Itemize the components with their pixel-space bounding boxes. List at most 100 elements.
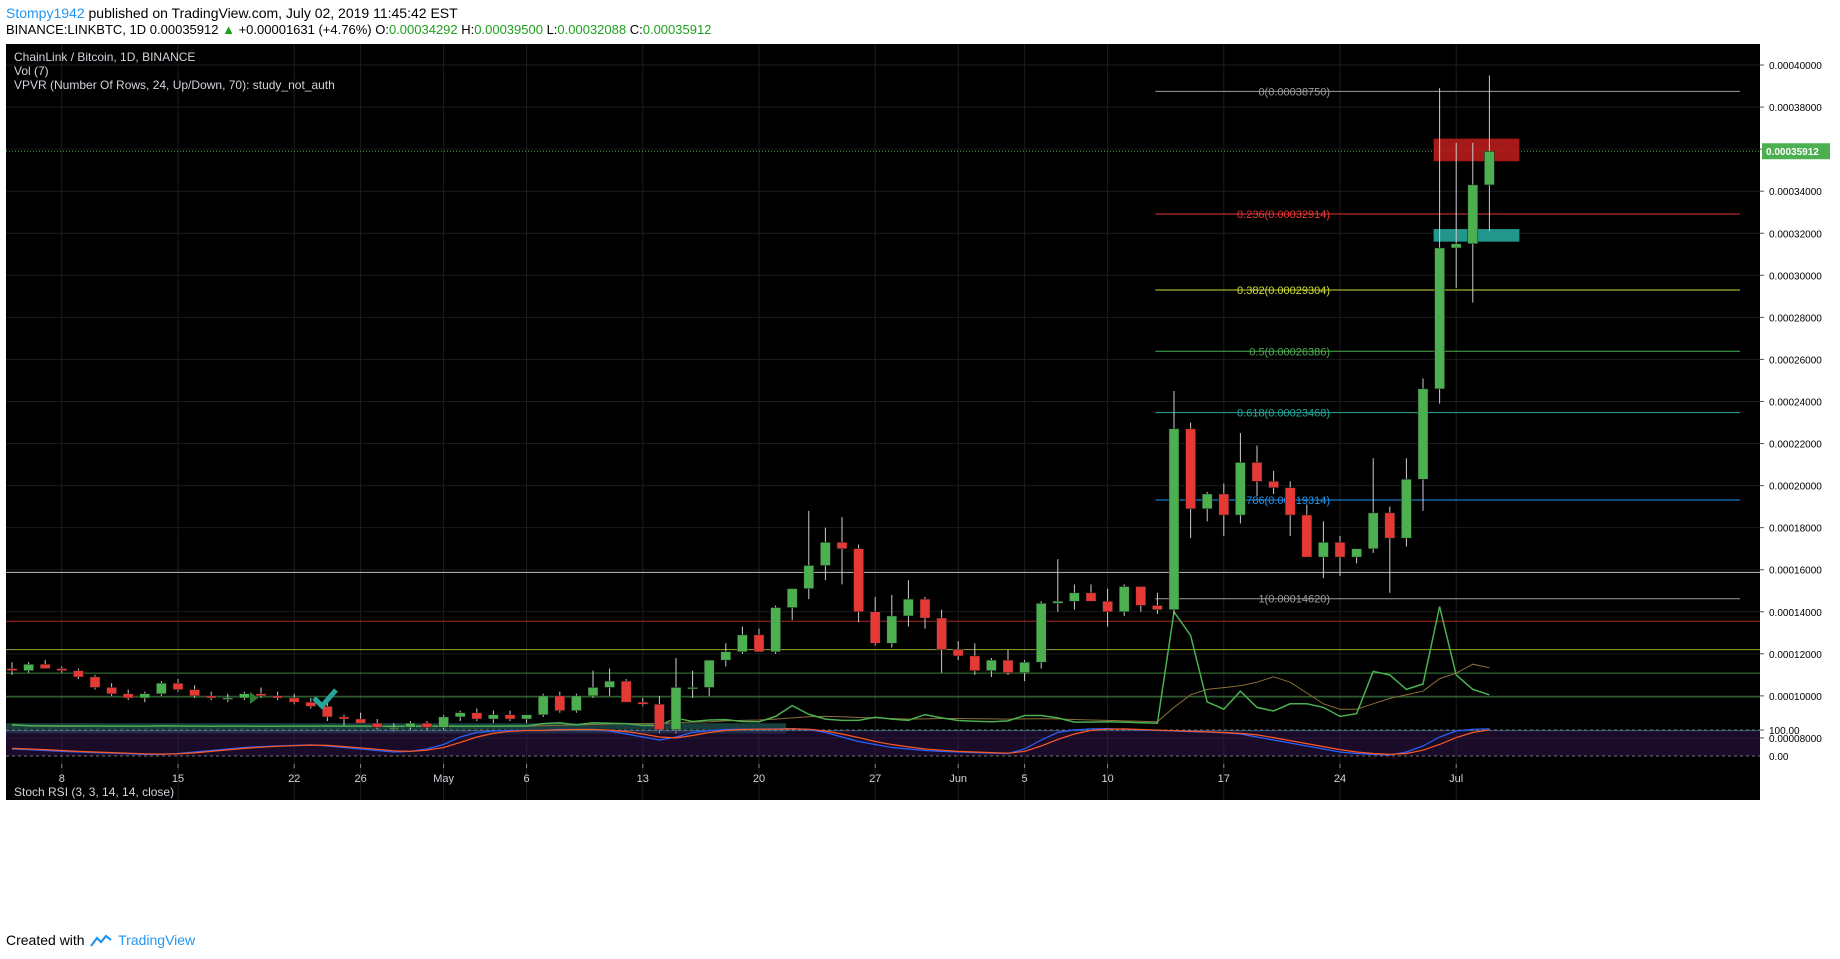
candle-body [554,695,566,711]
author-link[interactable]: Stompy1942 [6,5,85,21]
candle-body [23,664,34,671]
open-value: 0.00034292 [388,22,458,37]
candle-body [571,695,582,711]
candle-body [1102,600,1113,613]
candle-body [172,683,184,690]
candle-body [537,695,549,716]
chart-svg[interactable]: 0(0.00038750) 0.236(0.00032914) 0.382(0.00… [6,44,1840,899]
candle-body [73,670,84,678]
y-tick-label: 0.00024000 [1769,397,1822,408]
fib-level-label: 1(0.00014620) [1258,594,1330,606]
candle-body [1118,586,1130,613]
candle-body [288,697,300,703]
candle-body [637,701,649,705]
fib-level-label: 0(0.00038750) [1258,86,1330,98]
candle-body [471,712,483,720]
candle-body [322,706,333,718]
candle-body [753,634,765,652]
candle-body [122,693,134,699]
candle-body [205,695,217,699]
symbol-label: BINANCE:LINKBTC, 1D [6,22,147,37]
volume-series [11,606,1490,728]
candle-body [305,701,317,707]
candle-body [654,704,665,730]
y-tick-label: 0.00020000 [1769,482,1822,493]
legend-vpvr: VPVR (Number Of Rows, 24, Up/Down, 70): … [14,78,335,92]
rsi-tick-label: 0.00 [1769,752,1789,763]
y-tick-label: 0.00034000 [1769,187,1822,198]
candle-body [1351,548,1362,558]
x-axis-labels: 8 15 22 26 May 6 13 20 27 Jun 5 10 17 24 Jul [59,764,1463,785]
candle-body [454,712,466,718]
open-label: O: [375,22,389,37]
high-label: H: [461,22,475,37]
resistance-zone [1433,138,1520,162]
candle-body [1002,659,1014,673]
candle-body [222,697,234,700]
candle-body [1251,462,1263,482]
price-pane-bg [6,44,1760,764]
fib-level-label: 0.618(0.00023468) [1237,408,1330,420]
stoch-d-line [11,728,1490,756]
candle-body [1417,388,1429,480]
candle-body [1467,184,1479,245]
header-bar: Stompy1942 published on TradingView.com,… [0,0,1840,42]
candle-body [355,718,366,724]
legend-title: ChainLink / Bitcoin, 1D, BINANCE [14,50,195,64]
candle-body [1301,514,1313,558]
y-tick-label: 0.00022000 [1769,440,1822,451]
y-tick-label: 0.00014000 [1769,608,1822,619]
candle-body [56,668,68,671]
candle-body [703,659,715,688]
candle-body [853,548,864,613]
price-axis[interactable] [1760,44,1840,800]
publish-info: Stompy1942 published on TradingView.com,… [6,5,458,21]
tradingview-link[interactable]: TradingView [118,932,196,948]
candle-body [1069,592,1080,602]
low-value: 0.00032088 [557,22,627,37]
candle-body [786,588,798,608]
candle-body [687,687,698,690]
candle-body [1185,428,1196,509]
candle-body [1284,487,1296,516]
x-tick-label: 15 [172,773,184,785]
y-tick-label: 0.00040000 [1769,61,1822,72]
candle-body [670,687,682,730]
current-price-label: 0.00035912 [1766,147,1819,158]
x-tick-label: 20 [753,773,765,785]
y-tick-label: 0.00018000 [1769,524,1822,535]
tradingview-logo-icon [90,934,113,947]
footer: Created with TradingView [6,932,195,948]
candle-body [1019,661,1030,673]
candle-body [903,598,914,617]
arrow-right-icon [250,692,258,704]
candle-body [521,714,532,720]
current-price-tag [1762,143,1830,160]
candle-body [89,676,101,688]
candle-body [488,714,499,720]
candle-body [1334,542,1346,558]
candle-body [39,664,51,669]
candle-body [6,668,18,671]
chart-area[interactable]: 0(0.00038750) 0.236(0.00032914) 0.382(0.00… [6,44,1840,899]
candle-body [986,659,997,671]
candle-body [886,615,898,644]
candle-body [1035,603,1047,663]
fib-level-label: 0.236(0.00032914) [1237,209,1330,221]
rsi-tick-label: 100.00 [1769,726,1800,737]
x-tick-label: 27 [869,773,881,785]
fib-level-label: 0.5(0.00026386) [1249,346,1330,358]
candle-body [1450,243,1462,249]
volume-line [11,606,1490,728]
candle-body [338,716,350,720]
fib-level-label: 0.786(0.00019314) [1237,495,1330,507]
candle-body [156,683,167,695]
ohlc-summary: BINANCE:LINKBTC, 1D 0.00035912 ▲ +0.0000… [6,22,711,37]
legend-volume: Vol (7) [14,64,49,78]
candle-body [1135,586,1147,606]
candle-body [255,693,267,697]
candle-body [1268,481,1279,488]
x-tick-label: 13 [637,773,649,785]
candle-body [189,689,200,697]
x-tick-label: 5 [1022,773,1028,785]
